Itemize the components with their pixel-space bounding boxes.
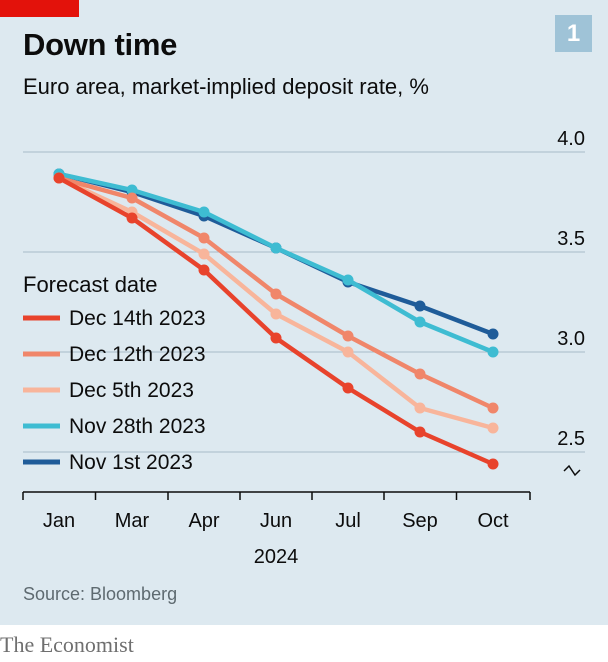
data-point — [414, 300, 426, 312]
line-chart: 4.0 3.5 3.0 2.5 Jan Mar Apr Jun Jul Sep Oct 2024 F… — [22, 128, 585, 568]
data-point — [342, 346, 354, 358]
data-point — [270, 308, 282, 320]
chart-number-badge: 1 — [555, 15, 592, 52]
legend-label: Dec 12th 2023 — [69, 343, 206, 366]
chart-subtitle: Euro area, market-implied deposit rate, … — [23, 74, 429, 99]
y-tick-label: 3.5 — [557, 228, 585, 250]
x-tick-label: Jun — [260, 510, 292, 532]
y-tick-label: 2.5 — [557, 428, 585, 450]
x-tick-label: Mar — [115, 510, 150, 532]
data-point — [198, 248, 210, 260]
y-tick-label: 3.0 — [557, 328, 585, 350]
data-point — [342, 330, 354, 342]
data-point — [487, 422, 499, 434]
brand-red-tab — [0, 0, 79, 17]
legend-title: Forecast date — [23, 272, 158, 297]
legend: Forecast date Dec 14th 2023 Dec 12th 2023 D… — [23, 272, 206, 474]
y-tick-labels: 4.0 3.5 3.0 2.5 — [557, 128, 585, 450]
data-point — [270, 242, 282, 254]
source-note: Source: Bloomberg — [23, 584, 178, 604]
data-point — [198, 206, 210, 218]
grid-lines — [23, 151, 585, 453]
legend-label: Nov 28th 2023 — [69, 415, 206, 438]
axis-break-symbol — [563, 464, 581, 477]
data-point — [414, 402, 426, 414]
x-tick-label: Apr — [188, 510, 219, 532]
data-point — [198, 232, 210, 244]
x-axis: Jan Mar Apr Jun Jul Sep Oct 2024 — [22, 464, 581, 568]
data-point — [198, 264, 210, 276]
data-point — [53, 172, 65, 184]
data-point — [270, 332, 282, 344]
data-point — [342, 382, 354, 394]
x-tick-label: Sep — [402, 510, 438, 532]
data-point — [126, 212, 138, 224]
publisher-logo-text: The Economist — [0, 632, 134, 657]
data-point — [414, 368, 426, 380]
y-tick-label: 4.0 — [557, 128, 585, 150]
data-point — [487, 402, 499, 414]
data-point — [342, 274, 354, 286]
data-point — [487, 346, 499, 358]
data-point — [270, 288, 282, 300]
legend-label: Dec 14th 2023 — [69, 307, 206, 330]
series-lines — [53, 168, 499, 470]
data-point — [414, 316, 426, 328]
x-tick-label: Jan — [43, 510, 75, 532]
data-point — [414, 426, 426, 438]
legend-label: Nov 1st 2023 — [69, 451, 193, 474]
x-axis-year-label: 2024 — [254, 546, 299, 568]
chart-title: Down time — [23, 27, 178, 62]
data-point — [487, 328, 499, 340]
data-point — [487, 458, 499, 470]
x-tick-label: Oct — [477, 510, 509, 532]
data-point — [126, 192, 138, 204]
data-point — [126, 184, 138, 196]
legend-label: Dec 5th 2023 — [69, 379, 194, 402]
x-tick-label: Jul — [335, 510, 361, 532]
